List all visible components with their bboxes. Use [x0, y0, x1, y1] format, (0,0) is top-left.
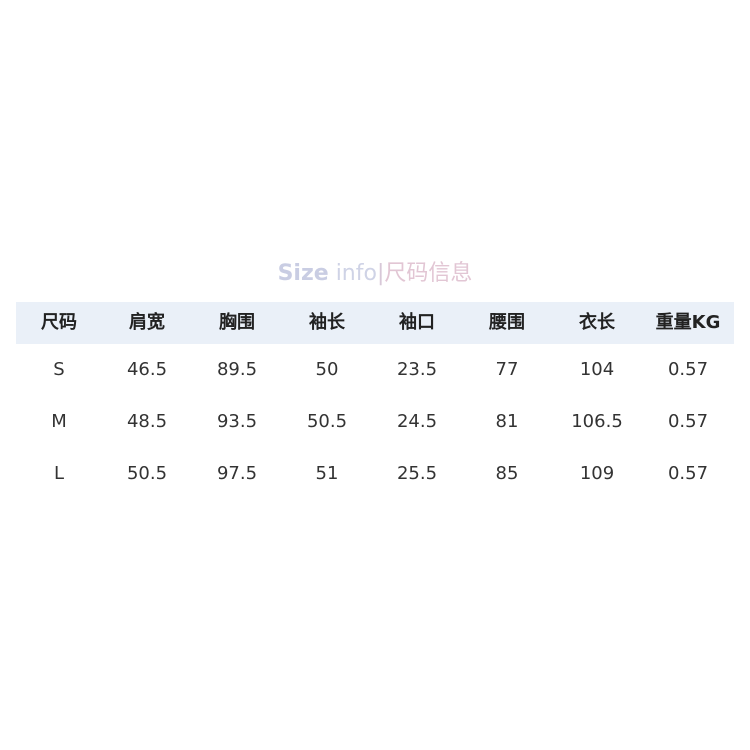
table-cell: 0.57	[667, 359, 709, 380]
table-cell: 51	[315, 463, 339, 484]
title-cn: 尺码信息	[384, 261, 473, 286]
table-cell: 77	[495, 359, 519, 380]
table-cell: 23.5	[396, 359, 438, 380]
header-cell: 衣长	[579, 312, 615, 333]
table-cell: 0.57	[667, 411, 709, 432]
table-header: 尺码 肩宽 胸围 袖长 袖口 腰围 衣长 重量KG	[16, 302, 734, 344]
table-cell: 104	[579, 359, 615, 380]
table-cell: 46.5	[126, 359, 168, 380]
header-cell: 肩宽	[129, 312, 165, 333]
title-en2: info	[328, 261, 377, 286]
table-cell: 97.5	[216, 463, 258, 484]
table-cell: 89.5	[216, 359, 258, 380]
table-cell: 50	[315, 359, 339, 380]
table-cell: 0.57	[667, 463, 709, 484]
table-cell: 106.5	[571, 411, 623, 432]
table-row: M 48.5 93.5 50.5 24.5 81 106.5 0.57	[0, 407, 750, 437]
header-cell: 胸围	[219, 312, 255, 333]
table-cell: L	[53, 463, 65, 484]
table-cell: 93.5	[216, 411, 258, 432]
table-cell: 24.5	[396, 411, 438, 432]
table-cell: 109	[579, 463, 615, 484]
table-cell: 85	[495, 463, 519, 484]
table-cell: 48.5	[126, 411, 168, 432]
table-row: S 46.5 89.5 50 23.5 77 104 0.57	[0, 355, 750, 385]
header-cell: 重量KG	[655, 312, 721, 333]
header-cell: 袖长	[309, 312, 345, 333]
table-cell: 25.5	[396, 463, 438, 484]
header-cell: 尺码	[41, 312, 77, 333]
table-cell: M	[51, 411, 67, 432]
size-info-title: Size info|尺码信息	[0, 255, 750, 287]
table-cell: 50.5	[306, 411, 348, 432]
title-en: Size	[277, 261, 329, 286]
header-cell: 袖口	[399, 312, 435, 333]
table-cell: S	[53, 359, 65, 380]
table-row: L 50.5 97.5 51 25.5 85 109 0.57	[0, 459, 750, 489]
header-cell: 腰围	[489, 312, 525, 333]
table-cell: 81	[495, 411, 519, 432]
title-separator: |	[376, 261, 385, 286]
table-cell: 50.5	[126, 463, 168, 484]
